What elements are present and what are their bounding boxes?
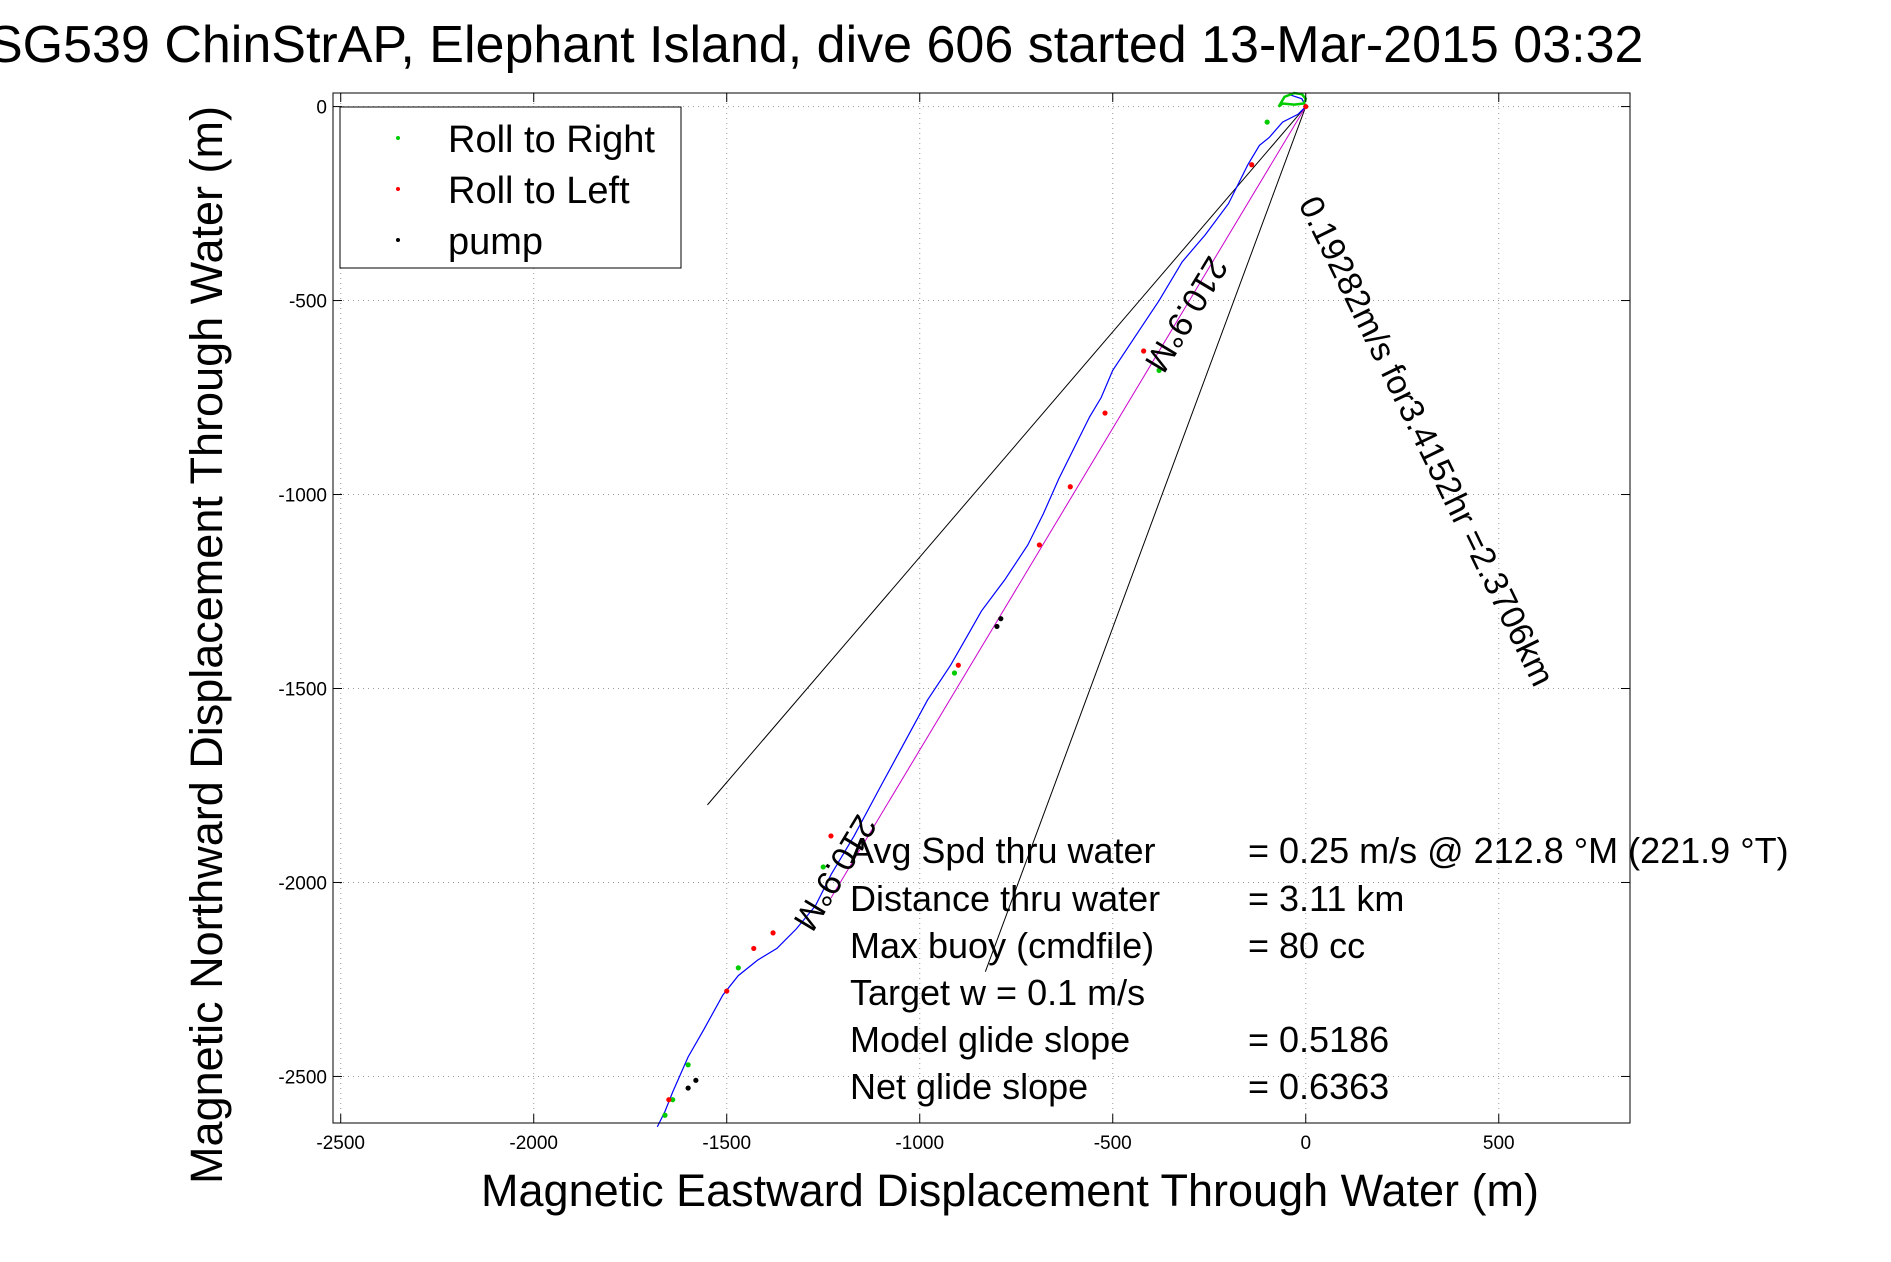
summary-label: Max buoy (cmdfile) — [850, 925, 1154, 966]
legend: Roll to Right Roll to Left pump — [339, 106, 682, 269]
roll-left-point — [1303, 103, 1309, 110]
roll-left-point — [1102, 410, 1108, 416]
reference-line — [707, 106, 1307, 806]
y-axis-label: Magnetic Northward Displacement Through … — [181, 106, 232, 1184]
summary-value: = 3.11 km — [1248, 878, 1404, 919]
roll-left-point — [1249, 162, 1255, 168]
line-annotation: 0.19282m/s for3.4152hr =2.3706km — [1291, 190, 1562, 692]
summary-label: Avg Spd thru water — [850, 830, 1156, 871]
roll-left-point — [1067, 484, 1073, 490]
roll-left-point — [1141, 348, 1147, 354]
summary-value: = 0.25 m/s @ 212.8 °M (221.9 °T) — [1248, 830, 1789, 871]
pump-point — [998, 616, 1004, 622]
legend-marker-pump — [396, 238, 400, 242]
pump-point — [685, 1085, 691, 1091]
plot-frame — [332, 92, 1631, 1124]
roll-left-point — [666, 1097, 672, 1103]
x-tick-label: -1000 — [895, 1133, 944, 1154]
roll-right-point — [685, 1062, 691, 1068]
line-annotation: 210.9°M — [1137, 250, 1235, 378]
axis-ticks: -2500 -2000 -1500 -1000 -500 0 500 0 -500 -1000 -1… — [278, 93, 1630, 1154]
line-annotations: 210.9°M 0.19282m/s for3.4152hr =2.3706km2… — [786, 190, 1562, 936]
y-tick-label: -2000 — [278, 873, 327, 894]
x-axis-label: Magnetic Eastward Displacement Through W… — [481, 1165, 1539, 1216]
roll-right-point — [670, 1097, 676, 1103]
summary-text: Avg Spd thru water = 0.25 m/s @ 212.8 °M… — [850, 830, 1789, 1107]
y-tick-label: -2500 — [278, 1067, 327, 1088]
legend-label-roll-right: Roll to Right — [448, 119, 655, 161]
roll-left-point — [724, 988, 730, 994]
roll-right-point — [662, 1112, 668, 1118]
y-tick-label: 0 — [316, 98, 327, 119]
roll-right-point — [951, 670, 958, 676]
summary-label: Distance thru water — [850, 878, 1160, 919]
reference-line — [984, 106, 1307, 972]
roll-left-point — [1036, 542, 1043, 548]
reference-lines — [707, 106, 1307, 972]
chart-title: SG539 ChinStrAP, Elephant Island, dive 6… — [0, 16, 1643, 74]
legend-label-roll-left: Roll to Left — [448, 170, 630, 212]
y-tick-label: -500 — [289, 292, 327, 313]
roll-left-point — [770, 930, 776, 936]
reference-line — [830, 106, 1307, 899]
legend-marker-roll-right — [396, 136, 400, 140]
summary-label: Net glide slope — [850, 1066, 1088, 1107]
x-tick-label: -2500 — [316, 1133, 365, 1154]
roll-left-point — [828, 833, 834, 839]
roll-right-point — [735, 965, 741, 971]
track-markers — [662, 103, 1309, 1118]
roll-left-point — [751, 945, 757, 952]
pump-point — [693, 1077, 699, 1083]
track-line — [656, 94, 1307, 1128]
summary-value: = 0.5186 — [1248, 1019, 1389, 1060]
legend-label-pump: pump — [448, 221, 543, 263]
x-tick-label: -500 — [1094, 1133, 1132, 1154]
y-tick-label: -1500 — [278, 679, 327, 700]
pump-point — [994, 623, 1000, 630]
y-tick-label: -1000 — [278, 486, 327, 507]
roll-right-point — [820, 864, 826, 870]
summary-label: Model glide slope — [850, 1019, 1130, 1060]
x-tick-label: -2000 — [509, 1133, 558, 1154]
summary-label: Target w = 0.1 m/s — [850, 972, 1145, 1013]
x-tick-label: 0 — [1300, 1133, 1311, 1154]
roll-left-point — [955, 662, 961, 668]
summary-value: = 80 cc — [1248, 925, 1365, 966]
grid-lines — [333, 93, 1630, 1123]
x-tick-label: -1500 — [702, 1133, 751, 1154]
summary-value: = 0.6363 — [1248, 1066, 1389, 1107]
roll-right-point — [1156, 367, 1162, 373]
x-tick-label: 500 — [1483, 1133, 1515, 1154]
roll-right-point — [1264, 119, 1270, 125]
legend-marker-roll-left — [396, 187, 400, 191]
